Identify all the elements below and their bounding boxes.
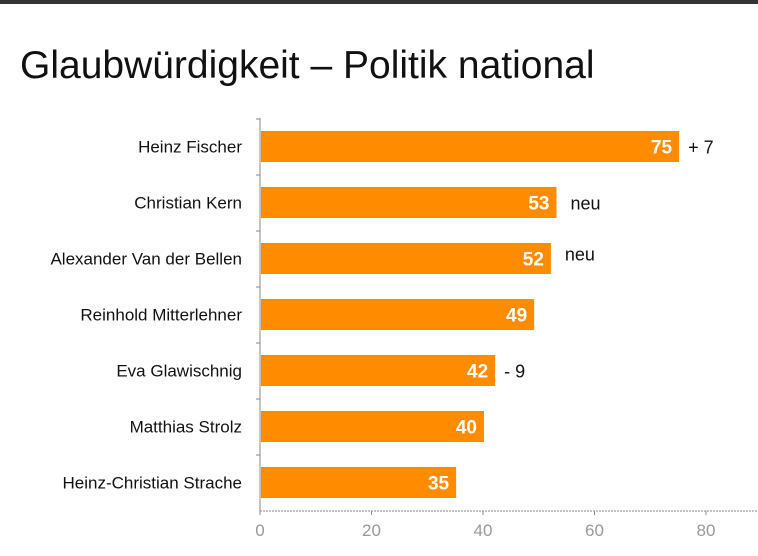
data-label: 42 bbox=[467, 362, 488, 383]
chart-title: Glaubwürdigkeit – Politik national bbox=[20, 44, 595, 87]
x-tick-label: 20 bbox=[362, 521, 381, 540]
category-label: Heinz Fischer bbox=[138, 138, 242, 157]
x-tick-label: 60 bbox=[585, 521, 604, 540]
data-label: 49 bbox=[506, 306, 527, 327]
change-label: neu bbox=[565, 245, 595, 265]
data-label: 40 bbox=[456, 418, 477, 439]
x-tick-label: 80 bbox=[697, 521, 716, 540]
data-label: 52 bbox=[523, 250, 544, 271]
x-tick-label: 0 bbox=[255, 521, 264, 540]
data-label: 53 bbox=[528, 194, 549, 215]
category-label: Christian Kern bbox=[134, 194, 242, 213]
bar bbox=[261, 355, 496, 386]
bar bbox=[261, 187, 557, 218]
bar bbox=[261, 131, 680, 162]
change-label: neu bbox=[570, 194, 600, 214]
data-label: 75 bbox=[651, 138, 673, 159]
bar bbox=[261, 299, 535, 330]
category-label: Eva Glawischnig bbox=[116, 362, 242, 381]
change-label: - 9 bbox=[504, 362, 525, 382]
data-label: 35 bbox=[428, 474, 450, 495]
x-tick-label: 40 bbox=[474, 521, 493, 540]
category-label: Reinhold Mitterlehner bbox=[80, 306, 242, 325]
bar bbox=[261, 411, 484, 442]
change-label: + 7 bbox=[688, 138, 714, 158]
bar bbox=[261, 467, 457, 498]
bar bbox=[261, 243, 551, 274]
category-label: Heinz-Christian Strache bbox=[62, 474, 242, 493]
category-label: Alexander Van der Bellen bbox=[50, 250, 242, 269]
top-border bbox=[0, 0, 758, 4]
category-label: Matthias Strolz bbox=[130, 418, 242, 437]
